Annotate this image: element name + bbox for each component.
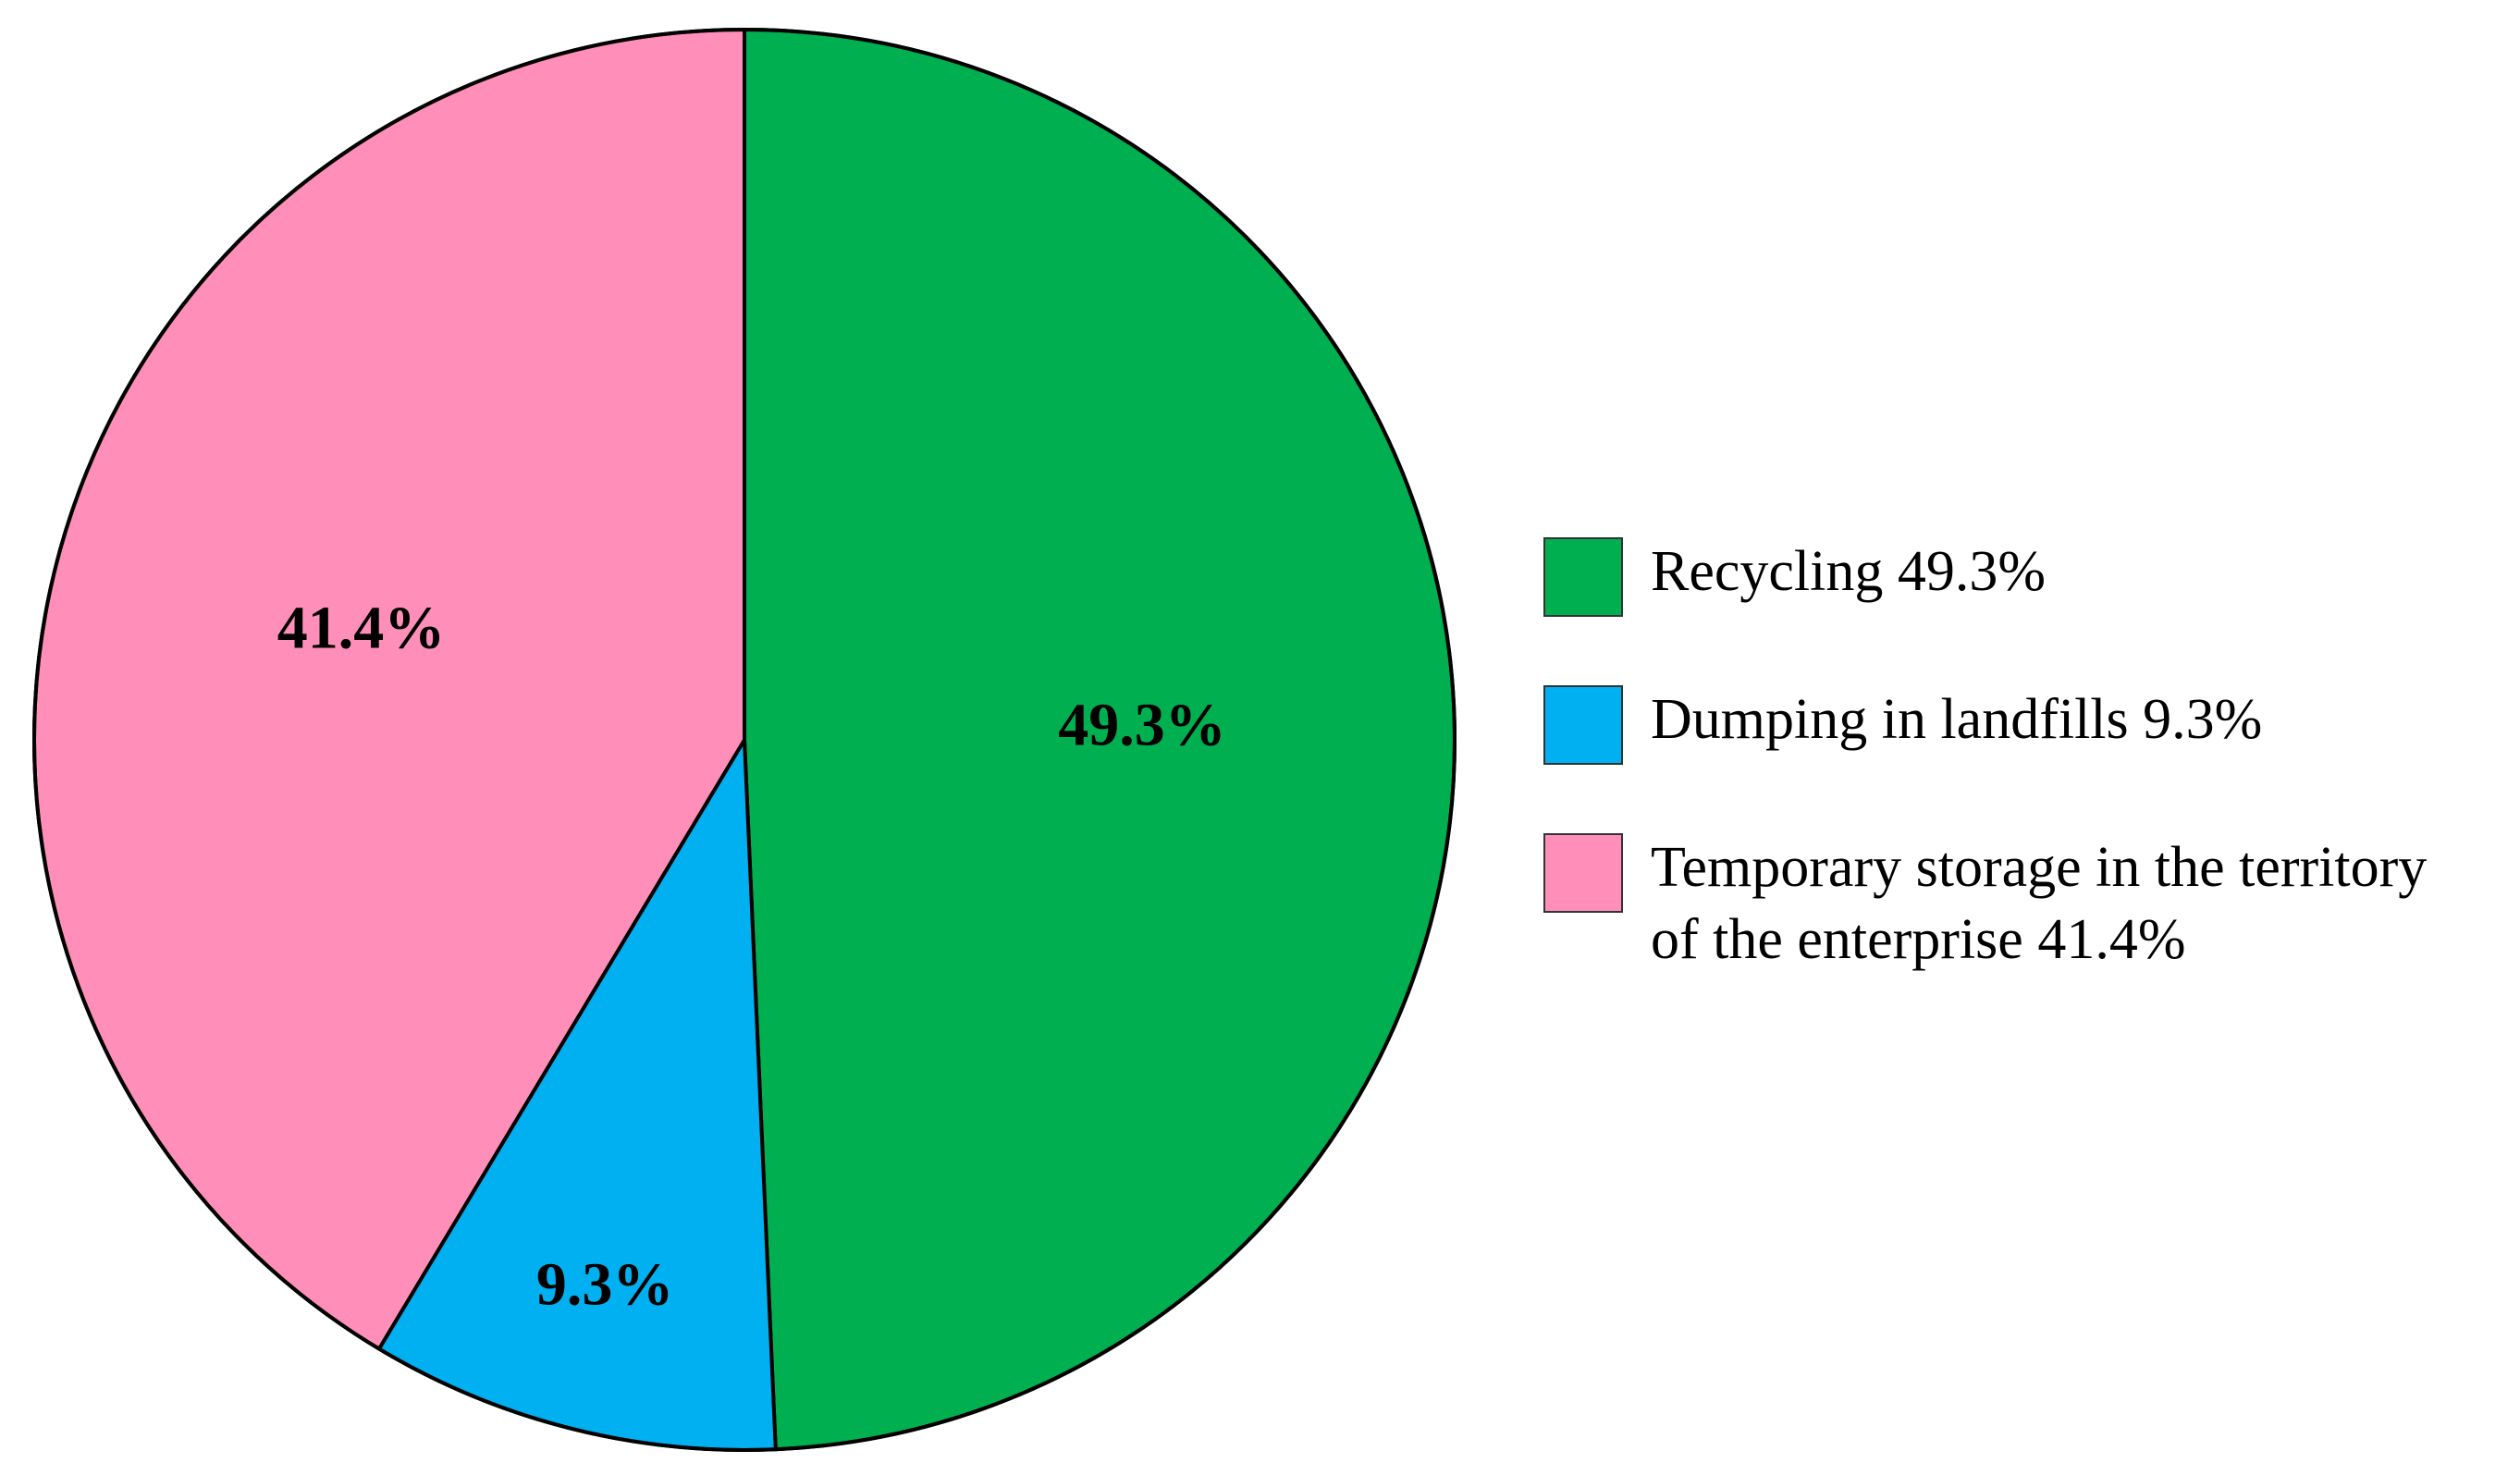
legend-item-2: Dumping in landfills 9.3%	[1543, 685, 2262, 765]
legend: Recycling 49.3% Dumping in landfills 9.3%…	[1543, 537, 2427, 971]
legend-label-2-line-1: Dumping in landfills 9.3%	[1651, 688, 2262, 751]
slice-data-label-2: 9.3%	[536, 1251, 674, 1319]
legend-label-3-line-1: Temporary storage in the territory	[1651, 836, 2427, 899]
legend-label-1-line-1: Recycling 49.3%	[1651, 540, 2046, 603]
slice-data-label-1: 49.3%	[1058, 692, 1226, 759]
pie-slices	[32, 28, 1457, 1452]
legend-label-3-line-2: of the enterprise 41.4%	[1651, 908, 2185, 971]
pie-data-labels: 49.3% 9.3% 41.4%	[277, 594, 1226, 1318]
legend-swatch-3	[1543, 833, 1623, 913]
slice-data-label-3: 41.4%	[277, 594, 446, 661]
legend-item-3: Temporary storage in the territory of the…	[1543, 833, 2427, 971]
legend-swatch-1	[1543, 537, 1623, 617]
legend-swatch-2	[1543, 685, 1623, 765]
legend-item-1: Recycling 49.3%	[1543, 537, 2046, 617]
pie-outline	[32, 28, 1457, 1452]
